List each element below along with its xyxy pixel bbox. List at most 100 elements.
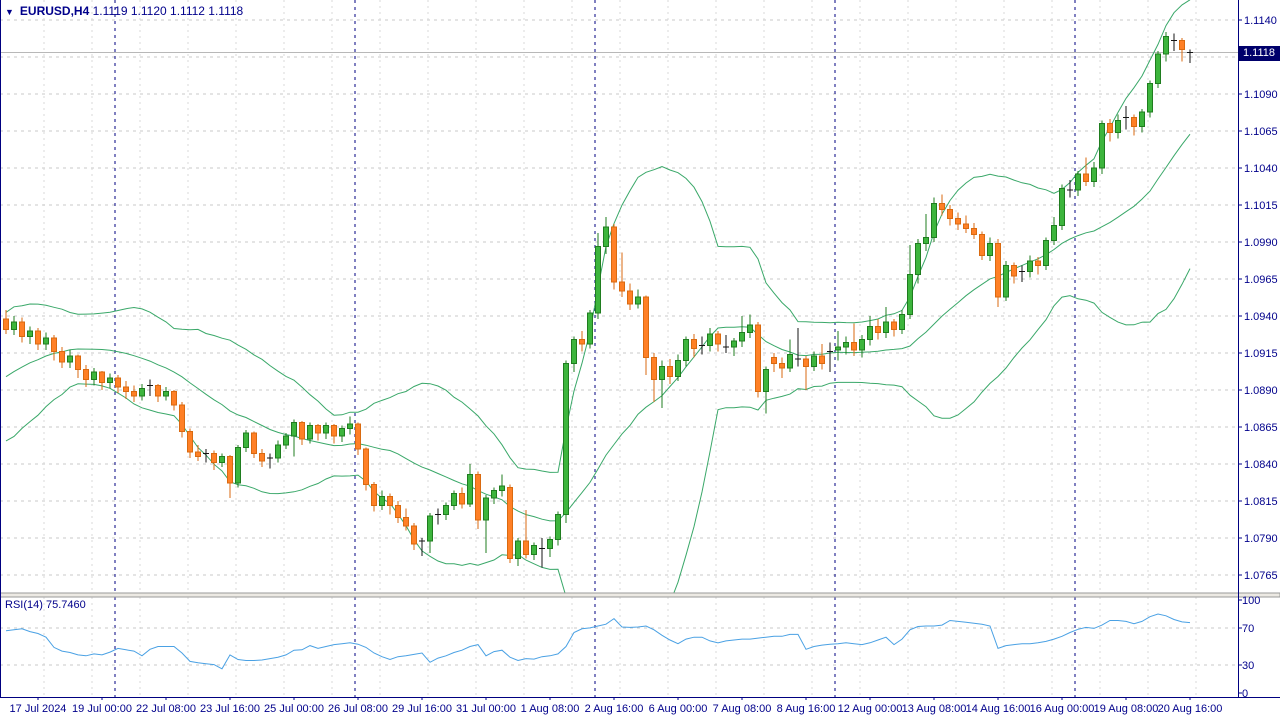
bull-candle bbox=[107, 377, 113, 384]
bull-candle bbox=[235, 447, 241, 484]
bear-candle bbox=[371, 484, 377, 506]
bull-candle bbox=[379, 496, 385, 506]
bear-candle bbox=[947, 208, 953, 219]
bull-candle bbox=[1115, 120, 1121, 133]
bull-candle bbox=[1051, 225, 1057, 242]
bear-candle bbox=[611, 226, 617, 283]
bull-candle bbox=[347, 423, 353, 429]
bear-candle bbox=[403, 516, 409, 527]
bear-candle bbox=[955, 217, 961, 225]
bear-candle bbox=[299, 422, 305, 440]
bear-candle bbox=[315, 425, 321, 434]
bull-candle bbox=[243, 432, 249, 449]
time-axis[interactable]: 17 Jul 2024 19 Jul 00:00 22 Jul 08:00 23 Ju… bbox=[10, 697, 1223, 715]
bear-candle bbox=[651, 356, 657, 381]
bear-candle bbox=[123, 386, 129, 392]
bear-candle bbox=[59, 351, 65, 363]
bull-candle bbox=[907, 274, 913, 316]
time-axis-label: 19 Jul 00:00 bbox=[72, 703, 132, 715]
frame-layer bbox=[0, 0, 1280, 698]
bull-candle bbox=[763, 368, 769, 392]
bull-candle bbox=[563, 362, 569, 515]
rsi-level-lines bbox=[0, 627, 1238, 666]
bull-candle bbox=[483, 497, 489, 521]
bull-candle bbox=[923, 237, 929, 244]
bull-candle bbox=[291, 422, 297, 437]
bull-candle bbox=[139, 388, 145, 397]
time-axis-label: 22 Jul 08:00 bbox=[136, 703, 196, 715]
bear-candle bbox=[355, 423, 361, 450]
bull-candle bbox=[987, 242, 993, 256]
bear-candle bbox=[459, 493, 465, 505]
bull-candle bbox=[1091, 167, 1097, 182]
bull-candle bbox=[219, 456, 225, 464]
time-axis-label: 8 Aug 16:00 bbox=[777, 703, 836, 715]
bear-candle bbox=[115, 377, 121, 388]
price-axis-label: 1.1040 bbox=[1244, 163, 1278, 175]
bear-candle bbox=[939, 203, 945, 210]
bull-candle bbox=[835, 346, 841, 351]
collapse-triangle-icon[interactable]: ▼ bbox=[5, 7, 14, 17]
bull-candle bbox=[1027, 260, 1033, 273]
bull-candle bbox=[427, 515, 433, 542]
bull-candle bbox=[1147, 83, 1153, 113]
price-axis-label: 1.0965 bbox=[1244, 274, 1278, 286]
price-axis-label: 1.0865 bbox=[1244, 422, 1278, 434]
bear-candle bbox=[75, 355, 81, 370]
rsi-axis[interactable]: 100 70 30 0 bbox=[1238, 595, 1260, 700]
bull-candle bbox=[1139, 111, 1145, 128]
bear-candle bbox=[691, 339, 697, 350]
bull-candle bbox=[499, 485, 505, 492]
bull-candle bbox=[491, 490, 497, 499]
bull-candle bbox=[547, 538, 553, 549]
price-axis[interactable]: 1.11401.11151.10901.10651.10401.10151.09… bbox=[1238, 15, 1278, 582]
bear-candle bbox=[627, 290, 633, 305]
bear-candle bbox=[971, 228, 977, 236]
pane-splitter[interactable] bbox=[0, 592, 1280, 598]
bear-candle bbox=[131, 390, 137, 397]
symbol-period-label: EURUSD,H4 bbox=[19, 4, 90, 18]
rsi-line bbox=[5, 613, 1191, 670]
time-axis-label: 1 Aug 08:00 bbox=[521, 703, 580, 715]
bear-candle bbox=[259, 453, 265, 462]
bull-candle bbox=[91, 371, 97, 381]
bull-candle bbox=[1003, 265, 1009, 298]
time-axis-label: 17 Jul 2024 bbox=[10, 703, 67, 715]
time-axis-label: 13 Aug 08:00 bbox=[902, 703, 967, 715]
price-axis-label: 1.0940 bbox=[1244, 311, 1278, 323]
bull-candle bbox=[43, 337, 49, 345]
bear-candle bbox=[99, 371, 105, 384]
bull-candle bbox=[67, 355, 73, 363]
bull-candle bbox=[739, 331, 745, 342]
bear-candle bbox=[1107, 123, 1113, 133]
bull-candle bbox=[683, 339, 689, 361]
bull-candle bbox=[587, 312, 593, 345]
bear-candle bbox=[963, 223, 969, 230]
bull-candle bbox=[707, 333, 713, 347]
bear-candle bbox=[411, 525, 417, 545]
bear-candle bbox=[507, 487, 513, 560]
bear-candle bbox=[523, 540, 529, 555]
bear-candle bbox=[979, 234, 985, 256]
bull-candle bbox=[931, 203, 937, 239]
bear-candle bbox=[579, 339, 585, 345]
bear-candle bbox=[1011, 265, 1017, 277]
bear-candle bbox=[995, 242, 1001, 298]
bull-candle bbox=[659, 365, 665, 381]
bull-candle bbox=[747, 324, 753, 333]
bear-candle bbox=[715, 333, 721, 345]
bollinger-bands bbox=[5, 0, 1191, 594]
bear-candle bbox=[155, 385, 161, 397]
time-axis-label: 31 Jul 00:00 bbox=[456, 703, 516, 715]
bull-candle bbox=[1163, 35, 1169, 55]
time-axis-label: 20 Aug 16:00 bbox=[1158, 703, 1223, 715]
price-axis-label: 1.0890 bbox=[1244, 385, 1278, 397]
bear-candle bbox=[1035, 260, 1041, 267]
rsi-axis-label: 30 bbox=[1242, 660, 1254, 672]
bull-candle bbox=[1075, 173, 1081, 191]
bull-candle bbox=[467, 473, 473, 505]
bull-candle bbox=[867, 325, 873, 341]
bear-candle bbox=[331, 425, 337, 437]
